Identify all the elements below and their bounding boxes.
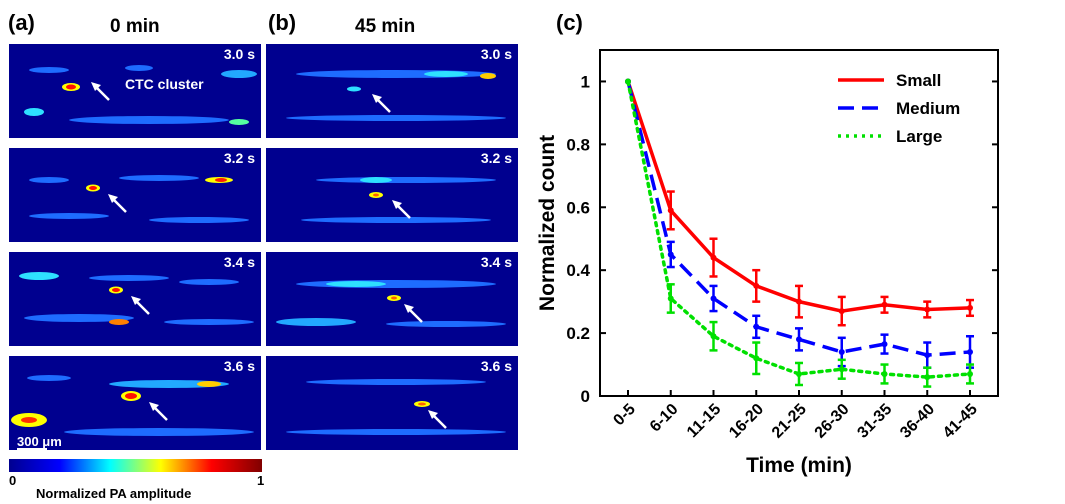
x-tick-label: 21-25 bbox=[769, 401, 810, 442]
series-medium bbox=[625, 78, 974, 369]
time-label: 3.4 s bbox=[223, 254, 255, 270]
y-tick-label: 0.6 bbox=[566, 198, 590, 217]
y-tick-label: 0 bbox=[581, 387, 590, 406]
data-point bbox=[710, 333, 717, 340]
x-axis-label: Time (min) bbox=[746, 454, 852, 477]
data-point bbox=[796, 370, 802, 377]
x-tick-label: 26-30 bbox=[812, 401, 853, 442]
data-point bbox=[753, 323, 760, 330]
data-point bbox=[625, 78, 631, 85]
pa-image-a-4: 3.6 s 300 μm bbox=[9, 356, 261, 450]
legend-label: Small bbox=[896, 71, 941, 90]
time-label: 3.2 s bbox=[223, 150, 255, 166]
time-label: 3.0 s bbox=[480, 46, 512, 62]
colorbar-max-label: 1 bbox=[257, 473, 265, 488]
time-label: 3.0 s bbox=[223, 46, 255, 62]
data-point bbox=[667, 207, 674, 214]
data-point bbox=[838, 348, 845, 355]
x-tick-label: 41-45 bbox=[940, 401, 981, 442]
scalebar-label: 300 μm bbox=[17, 434, 62, 449]
panel-a-title: 0 min bbox=[110, 16, 160, 37]
x-tick-label: 36-40 bbox=[897, 401, 938, 442]
series-small bbox=[625, 78, 974, 327]
data-point bbox=[796, 336, 802, 343]
colorbar-label: Normalized PA amplitude bbox=[36, 486, 192, 501]
data-point bbox=[881, 341, 888, 348]
data-point bbox=[838, 366, 845, 373]
data-point bbox=[924, 352, 931, 359]
data-point bbox=[667, 251, 674, 258]
x-tick-label: 16-20 bbox=[726, 401, 767, 442]
pa-image-a-3: 3.4 s bbox=[9, 252, 261, 346]
pa-image-b-4: 3.6 s bbox=[266, 356, 518, 450]
panel-a-letter: (a) bbox=[8, 10, 35, 35]
panel-b-title: 45 min bbox=[355, 16, 416, 37]
y-tick-label: 0.8 bbox=[566, 135, 590, 154]
pa-image-b-1-graphic bbox=[266, 44, 518, 138]
x-tick-label: 0-5 bbox=[610, 401, 638, 429]
data-point bbox=[710, 254, 717, 261]
pa-image-a-2-graphic bbox=[9, 148, 261, 242]
y-tick-label: 0.2 bbox=[566, 324, 590, 343]
y-tick-label: 1 bbox=[581, 72, 590, 91]
time-label: 3.4 s bbox=[480, 254, 512, 270]
pa-image-b-3-graphic bbox=[266, 252, 518, 346]
series-large bbox=[625, 78, 974, 388]
pa-image-b-3: 3.4 s bbox=[266, 252, 518, 346]
data-point bbox=[710, 295, 717, 302]
x-tick-label: 11-15 bbox=[684, 401, 724, 441]
data-point bbox=[924, 374, 931, 381]
colorbar bbox=[9, 459, 262, 472]
data-point bbox=[753, 355, 760, 362]
pa-image-a-1: 3.0 s CTC cluster bbox=[9, 44, 261, 138]
data-point bbox=[838, 308, 845, 315]
series-line bbox=[626, 81, 971, 357]
pa-image-a-4-graphic bbox=[9, 356, 261, 450]
line-chart: 0 0.2 0.4 0.6 0.8 1 0-5 6-10 11-15 16-20 21-25 26-3… bbox=[536, 49, 999, 477]
chart-legend: Small Medium Large bbox=[838, 71, 960, 146]
x-tick-label: 6-10 bbox=[647, 401, 682, 436]
ctc-cluster-label: CTC cluster bbox=[125, 76, 204, 92]
time-label: 3.6 s bbox=[480, 358, 512, 374]
panel-c-letter: (c) bbox=[556, 10, 583, 35]
pa-image-b-2: 3.2 s bbox=[266, 148, 518, 242]
y-axis-label: Normalized count bbox=[536, 135, 559, 311]
pa-image-b-1: 3.0 s bbox=[266, 44, 518, 138]
data-point bbox=[967, 348, 973, 355]
time-label: 3.2 s bbox=[480, 150, 512, 166]
data-point bbox=[967, 304, 973, 311]
pa-image-a-3-graphic bbox=[9, 252, 261, 346]
scalebar bbox=[17, 448, 47, 450]
panel-b-letter: (b) bbox=[268, 10, 297, 35]
pa-image-a-2: 3.2 s bbox=[9, 148, 261, 242]
legend-label: Large bbox=[896, 127, 942, 146]
pa-image-b-2-graphic bbox=[266, 148, 518, 242]
data-point bbox=[881, 301, 888, 308]
data-point bbox=[881, 370, 888, 377]
data-point bbox=[753, 282, 760, 289]
data-point bbox=[796, 298, 802, 305]
data-point bbox=[924, 306, 931, 313]
pa-image-b-4-graphic bbox=[266, 356, 518, 450]
time-label: 3.6 s bbox=[223, 358, 255, 374]
pa-image-a-1-graphic bbox=[9, 44, 261, 138]
chart-series bbox=[625, 78, 974, 388]
data-point bbox=[667, 295, 674, 302]
x-tick-label: 31-35 bbox=[854, 401, 895, 442]
y-tick-label: 0.4 bbox=[566, 261, 590, 280]
colorbar-min-label: 0 bbox=[9, 473, 17, 488]
data-point bbox=[967, 370, 973, 377]
legend-label: Medium bbox=[896, 99, 960, 118]
